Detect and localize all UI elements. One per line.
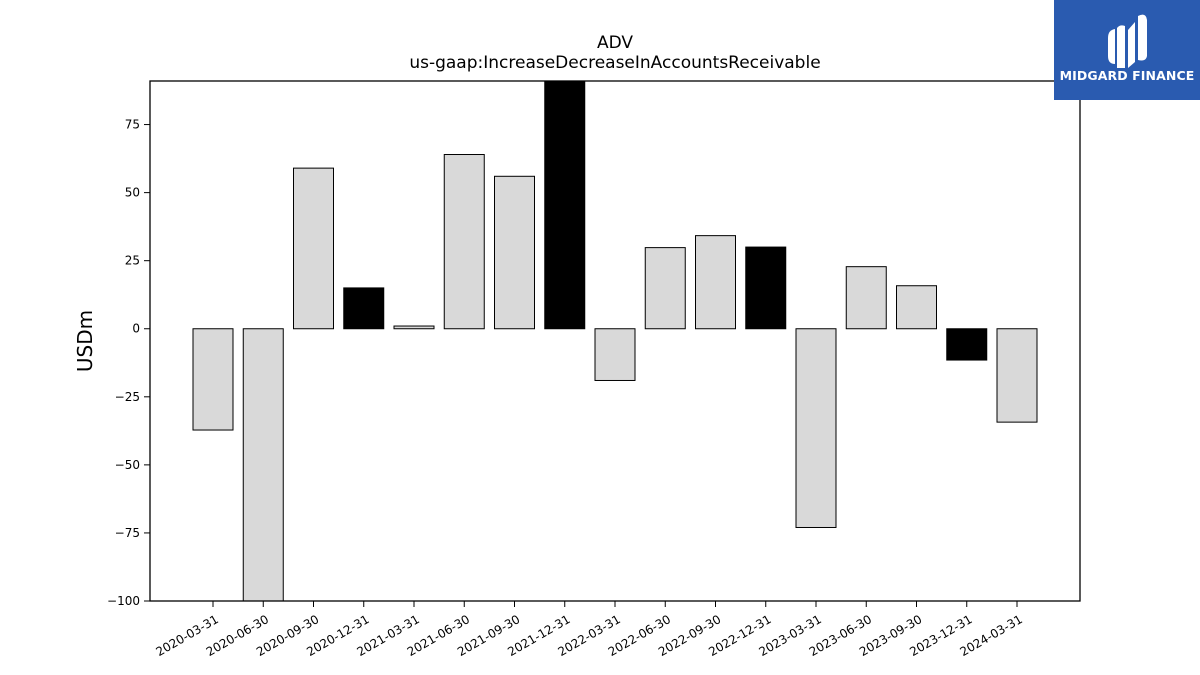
bar-2021-03-31 [393,325,435,330]
bar-2023-06-30 [845,266,887,330]
brand-logo: MIDGARD FINANCE [1054,0,1200,100]
bar-2021-12-31 [544,80,586,330]
y-axis-ticks: −100 −75 −50 −25 0 25 50 75 [107,118,150,608]
bars-group [192,80,1038,602]
bar-2022-09-30 [695,235,736,330]
bar-2023-03-31 [795,328,837,528]
y-axis-label: USDm [73,310,97,372]
bar-2021-09-30 [494,175,535,330]
bar-2021-06-30 [443,154,485,330]
x-axis-ticks: 2020-03-312020-06-302020-09-302020-12-31… [153,601,1025,659]
bar-2020-12-31 [343,287,385,330]
chart-title: ADV [597,33,633,53]
y-tick-label: 25 [125,254,140,268]
plot-frame [149,80,1081,602]
bar-2023-12-31 [946,328,988,361]
bar-2024-03-31 [996,328,1038,423]
y-tick-label: 75 [125,118,140,132]
y-tick-label: −50 [115,458,140,472]
bar-2022-12-31 [745,246,787,330]
bar-2022-03-31 [594,328,636,381]
bar-2020-09-30 [293,167,334,330]
y-tick-label: −100 [107,594,140,608]
chart-subtitle: us-gaap:IncreaseDecreaseInAccountsReceiv… [409,53,820,73]
y-tick-label: −25 [115,390,140,404]
bar-2020-06-30 [242,328,284,602]
bar-2020-03-31 [192,328,234,431]
brand-name: MIDGARD FINANCE [1059,68,1195,83]
bar-2022-06-30 [644,247,686,330]
midgard-logo-icon [1108,14,1147,68]
y-tick-label: 0 [132,322,140,336]
y-tick-label: 50 [125,186,140,200]
bar-2023-09-30 [896,285,937,330]
y-tick-label: −75 [115,526,140,540]
